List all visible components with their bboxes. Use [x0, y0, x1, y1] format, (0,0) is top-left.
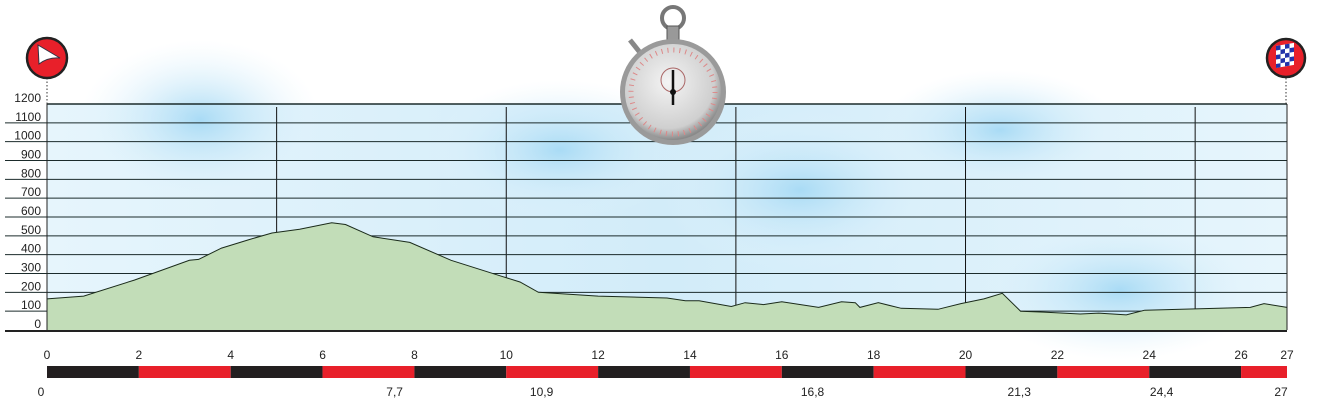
y-tick-label: 300	[21, 261, 41, 275]
distance-bar-segment	[873, 366, 966, 378]
x-tick-label: 27	[1280, 348, 1294, 362]
y-tick-label: 1100	[15, 110, 41, 124]
start-flag-icon	[25, 36, 69, 104]
checkered-flag-icon	[1265, 37, 1307, 104]
distance-bar-segment	[506, 366, 599, 378]
y-tick-label: 600	[21, 204, 41, 218]
x-tick-label: 6	[319, 348, 326, 362]
x-tick-label: 24	[1143, 348, 1157, 362]
y-tick-label: 800	[21, 166, 41, 180]
distance-bar-segment	[598, 366, 690, 378]
y-tick-label: 400	[21, 242, 41, 256]
y-tick-label: 0	[34, 317, 41, 331]
y-tick-label: 100	[21, 298, 41, 312]
distance-bar-segment	[689, 366, 782, 378]
y-tick-label: 900	[21, 148, 41, 162]
x-tick-label: 26	[1234, 348, 1248, 362]
distance-bar-segment	[322, 366, 415, 378]
distance-marker-label: 7,7	[386, 385, 403, 399]
x-tick-label: 22	[1051, 348, 1065, 362]
x-tick-label: 4	[227, 348, 234, 362]
x-tick-label: 10	[500, 348, 514, 362]
x-tick-label: 8	[411, 348, 418, 362]
distance-bar-segment	[965, 366, 1058, 378]
y-tick-label: 200	[21, 279, 41, 293]
x-tick-label: 12	[591, 348, 605, 362]
y-tick-label: 1000	[14, 129, 41, 143]
x-tick-label: 20	[959, 348, 973, 362]
distance-bar-segment	[1149, 366, 1242, 378]
y-tick-label: 500	[21, 223, 41, 237]
distance-bar-segment	[47, 366, 139, 378]
distance-marker-label: 10,9	[530, 385, 554, 399]
x-tick-label: 18	[867, 348, 881, 362]
x-tick-label: 16	[775, 348, 789, 362]
elevation-line	[46, 222, 1288, 316]
y-tick-label: 1200	[14, 91, 41, 105]
distance-marker-label: 24,4	[1150, 385, 1174, 399]
distance-bar-segment	[1057, 366, 1150, 378]
elevation-area	[47, 222, 1287, 330]
distance-marker-label: 27	[1274, 385, 1288, 399]
distance-bar-segment	[138, 366, 231, 378]
x-tick-label: 2	[136, 348, 143, 362]
distance-bar-segment	[414, 366, 507, 378]
distance-bar-segment	[781, 366, 874, 378]
distance-bar-segment	[1241, 366, 1287, 378]
distance-bar-segment	[230, 366, 323, 378]
distance-marker-label: 16,8	[801, 385, 825, 399]
distance-marker-label: 0	[38, 385, 45, 399]
distance-marker-label: 21,3	[1008, 385, 1032, 399]
stopwatch-icon	[620, 5, 726, 145]
x-tick-label: 14	[683, 348, 697, 362]
y-tick-label: 700	[21, 185, 41, 199]
x-tick-label: 0	[44, 348, 51, 362]
